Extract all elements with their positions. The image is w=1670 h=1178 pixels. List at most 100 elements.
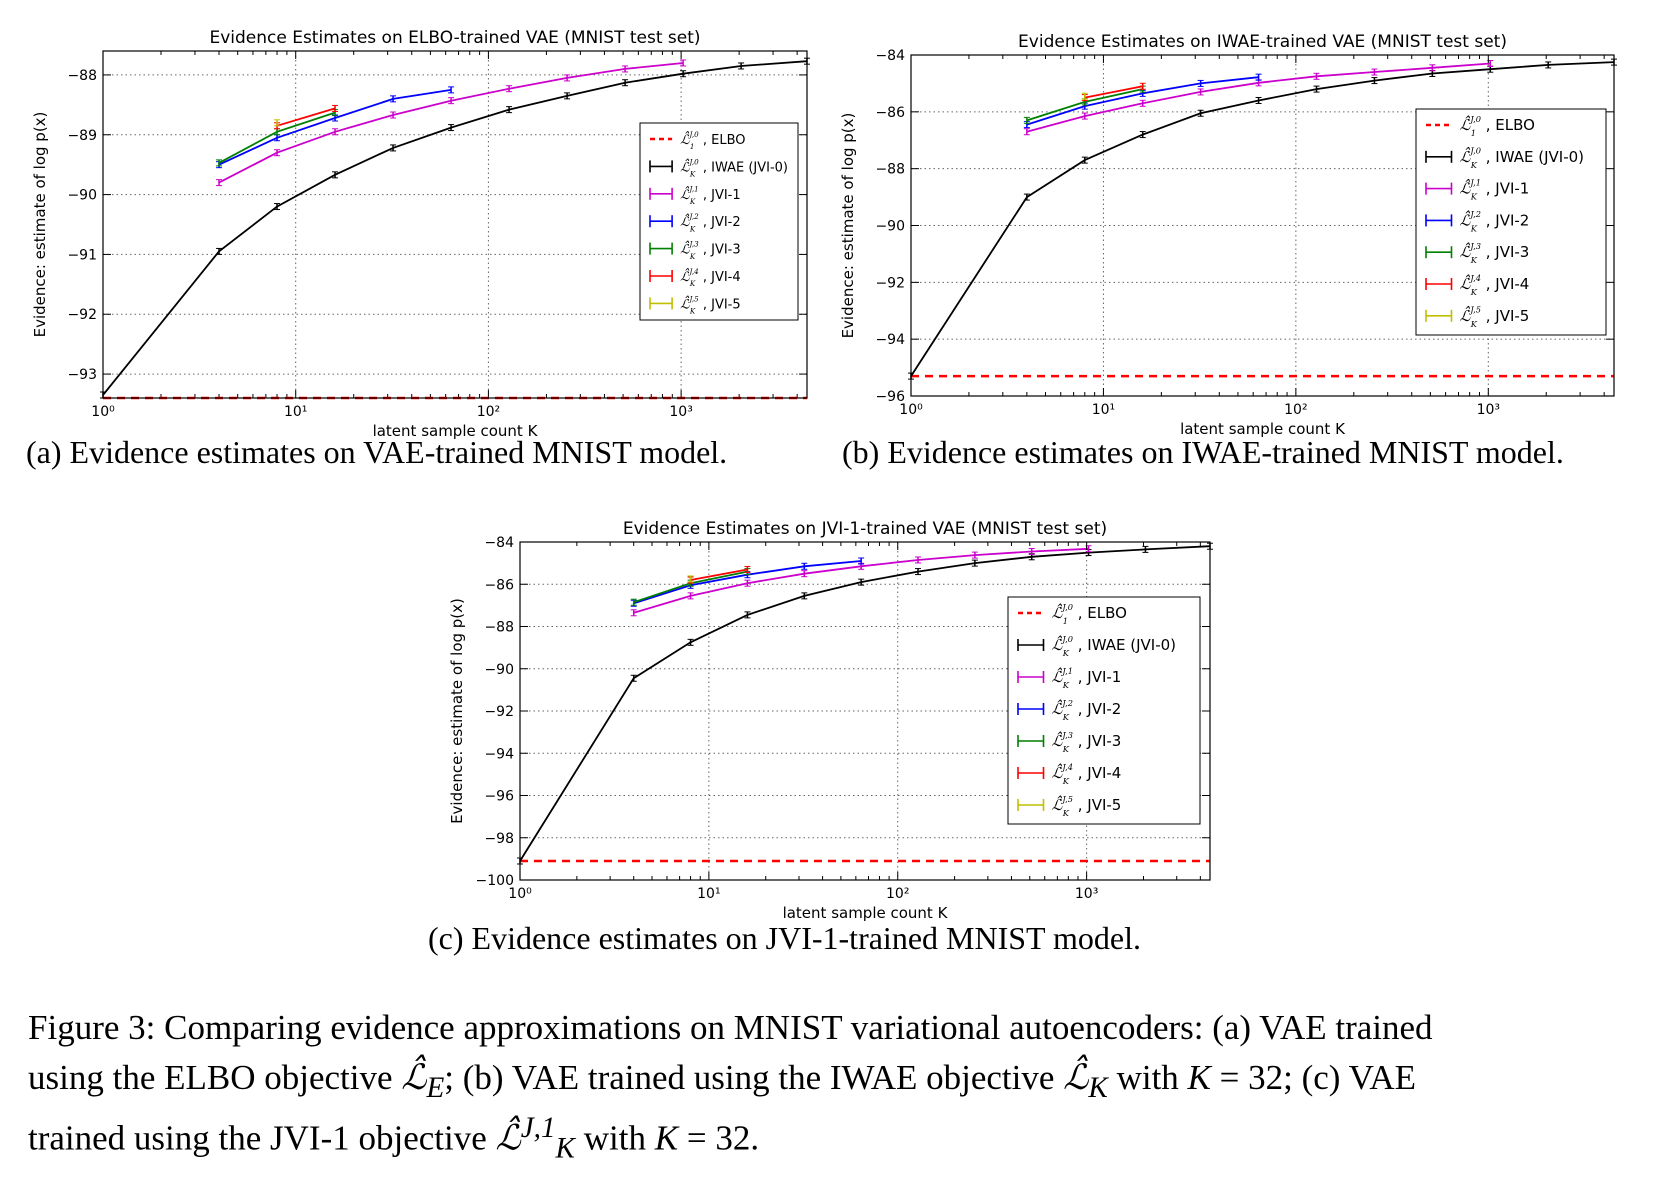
legend-superscript: J,4 bbox=[687, 267, 699, 276]
legend-text: , JVI-1 bbox=[703, 188, 741, 203]
legend-superscript: J,5 bbox=[687, 294, 699, 303]
legend-symbol: ℒ̂ bbox=[680, 295, 690, 312]
legend-text: , JVI-5 bbox=[703, 297, 741, 312]
y-tick-label: −90 bbox=[875, 219, 905, 235]
legend-label: ℒ̂J,0 1 , ELBO bbox=[1052, 602, 1127, 626]
legend-label: ℒ̂J,0 K , IWAE (JVI-0) bbox=[680, 157, 788, 178]
y-tick-label: −90 bbox=[484, 662, 514, 678]
legend-superscript: J,4 bbox=[1060, 762, 1073, 772]
legend-superscript: J,2 bbox=[687, 212, 699, 221]
legend-subscript: K bbox=[1062, 680, 1070, 690]
y-axis-label: Evidence: estimate of log p(x) bbox=[448, 598, 466, 824]
legend-superscript: J,3 bbox=[1468, 241, 1481, 251]
legend-superscript: J,0 bbox=[1060, 634, 1073, 644]
legend-subscript: K bbox=[689, 197, 696, 206]
legend-superscript: J,0 bbox=[687, 130, 699, 139]
y-axis-label: Evidence: estimate of log p(x) bbox=[839, 113, 857, 339]
chart-title: Evidence Estimates on ELBO-trained VAE (… bbox=[209, 28, 700, 48]
figure-caption-text: trained using the JVI-1 objective bbox=[28, 1118, 496, 1158]
legend-subscript: K bbox=[689, 224, 696, 233]
plot-frame bbox=[102, 50, 808, 399]
y-tick-label: −89 bbox=[67, 128, 97, 144]
legend-label: ℒ̂J,4 K , JVI-4 bbox=[1460, 273, 1530, 297]
legend-label: ℒ̂J,2 K , JVI-2 bbox=[1052, 698, 1122, 722]
legend-label: ℒ̂J,2 K , JVI-2 bbox=[680, 212, 741, 233]
legend-text: , ELBO bbox=[703, 133, 746, 148]
legend-label: ℒ̂J,2 K , JVI-2 bbox=[1460, 209, 1530, 233]
legend-symbol: ℒ̂ bbox=[1460, 147, 1472, 166]
legend-text: , JVI-4 bbox=[703, 270, 741, 285]
figure-caption-text: with bbox=[575, 1118, 655, 1158]
figure-caption-text: with bbox=[1107, 1058, 1188, 1097]
legend-symbol: ℒ̂ bbox=[1052, 667, 1064, 686]
legend-superscript: J,3 bbox=[1060, 730, 1073, 740]
y-tick-label: −88 bbox=[875, 162, 905, 178]
chart-title: Evidence Estimates on IWAE-trained VAE (… bbox=[1018, 32, 1507, 52]
legend-text: , JVI-1 bbox=[1486, 180, 1530, 198]
legend-label: ℒ̂J,3 K , JVI-3 bbox=[1052, 730, 1122, 754]
legend-superscript: J,2 bbox=[1468, 209, 1481, 219]
y-tick-label: −92 bbox=[67, 307, 97, 323]
x-tick-label: 10² bbox=[1284, 402, 1307, 418]
y-tick-label: −92 bbox=[875, 275, 905, 291]
legend-symbol: ℒ̂ bbox=[680, 240, 690, 257]
math-variable: K bbox=[654, 1118, 679, 1158]
y-tick-label: −96 bbox=[484, 789, 514, 805]
x-tick-label: 10¹ bbox=[697, 886, 720, 902]
y-tick-label: −84 bbox=[875, 48, 905, 64]
figure-caption-line-1: Figure 3: Comparing evidence approximati… bbox=[28, 1008, 1433, 1047]
y-tick-label: −90 bbox=[67, 188, 97, 204]
legend-superscript: J,5 bbox=[1468, 305, 1481, 315]
math-variable: K bbox=[1187, 1058, 1211, 1097]
legend-subscript: K bbox=[1062, 744, 1070, 754]
legend-subscript: K bbox=[1062, 808, 1070, 818]
legend-subscript: K bbox=[1062, 648, 1070, 658]
math-subscript: K bbox=[1088, 1072, 1108, 1104]
legend-symbol: ℒ̂ bbox=[1460, 306, 1472, 325]
y-tick-label: −88 bbox=[484, 620, 514, 636]
legend-subscript: K bbox=[1062, 712, 1070, 722]
subcaption-c: (c) Evidence estimates on JVI-1-trained … bbox=[428, 920, 1141, 956]
x-tick-label: 10⁰ bbox=[899, 402, 923, 418]
legend-subscript: K bbox=[689, 170, 696, 179]
y-tick-label: −92 bbox=[484, 704, 514, 720]
series-line-iwae-jvi-0- bbox=[910, 61, 1615, 377]
legend-label: ℒ̂J,0 K , IWAE (JVI-0) bbox=[1052, 634, 1177, 658]
legend-subscript: K bbox=[689, 252, 696, 261]
figure-caption-text: = 32; (c) VAE bbox=[1210, 1058, 1417, 1097]
y-tick-label: −84 bbox=[484, 535, 514, 551]
y-tick-label: −98 bbox=[484, 831, 514, 847]
legend-subscript: K bbox=[1470, 287, 1478, 297]
legend-subscript: K bbox=[1470, 223, 1478, 233]
figure-caption-text: = 32. bbox=[678, 1118, 760, 1158]
x-tick-label: 10⁰ bbox=[91, 404, 115, 420]
figure-caption-line-3: trained using the JVI-1 objective ℒ̂J,1K… bbox=[28, 1103, 759, 1174]
y-tick-label: −88 bbox=[67, 68, 97, 84]
legend-symbol: ℒ̂ bbox=[1460, 242, 1472, 261]
legend-label: ℒ̂J,5 K , JVI-5 bbox=[1052, 794, 1122, 818]
legend-subscript: K bbox=[689, 279, 696, 288]
legend-superscript: J,0 bbox=[1468, 114, 1481, 124]
legend-text: , JVI-3 bbox=[703, 243, 741, 258]
legend-text: , ELBO bbox=[1078, 604, 1127, 622]
legend-symbol: ℒ̂ bbox=[680, 158, 690, 175]
y-axis-label: Evidence: estimate of log p(x) bbox=[31, 112, 49, 338]
legend-label: ℒ̂J,3 K , JVI-3 bbox=[1460, 241, 1530, 265]
legend-label: ℒ̂J,4 K , JVI-4 bbox=[1052, 762, 1122, 786]
legend-symbol: ℒ̂ bbox=[1460, 274, 1472, 293]
y-tick-label: −94 bbox=[484, 746, 514, 762]
x-axis-label: latent sample count K bbox=[373, 422, 539, 440]
legend-subscript: K bbox=[1470, 160, 1478, 170]
figure-caption-line-2: using the ELBO objective ℒ̂E; (b) VAE tr… bbox=[28, 1053, 1416, 1113]
legend-box bbox=[1415, 108, 1607, 336]
chart-title: Evidence Estimates on JVI-1-trained VAE … bbox=[623, 519, 1107, 539]
legend-text: , JVI-3 bbox=[1078, 732, 1122, 750]
legend-text: , JVI-5 bbox=[1078, 796, 1122, 814]
legend-symbol: ℒ̂ bbox=[1052, 731, 1064, 750]
legend-text: , IWAE (JVI-0) bbox=[1486, 148, 1584, 166]
legend-label: ℒ̂J,3 K , JVI-3 bbox=[680, 239, 741, 260]
x-tick-label: 10² bbox=[477, 404, 500, 420]
series-line-jvi-4 bbox=[276, 107, 336, 127]
legend-text: , JVI-4 bbox=[1078, 764, 1122, 782]
